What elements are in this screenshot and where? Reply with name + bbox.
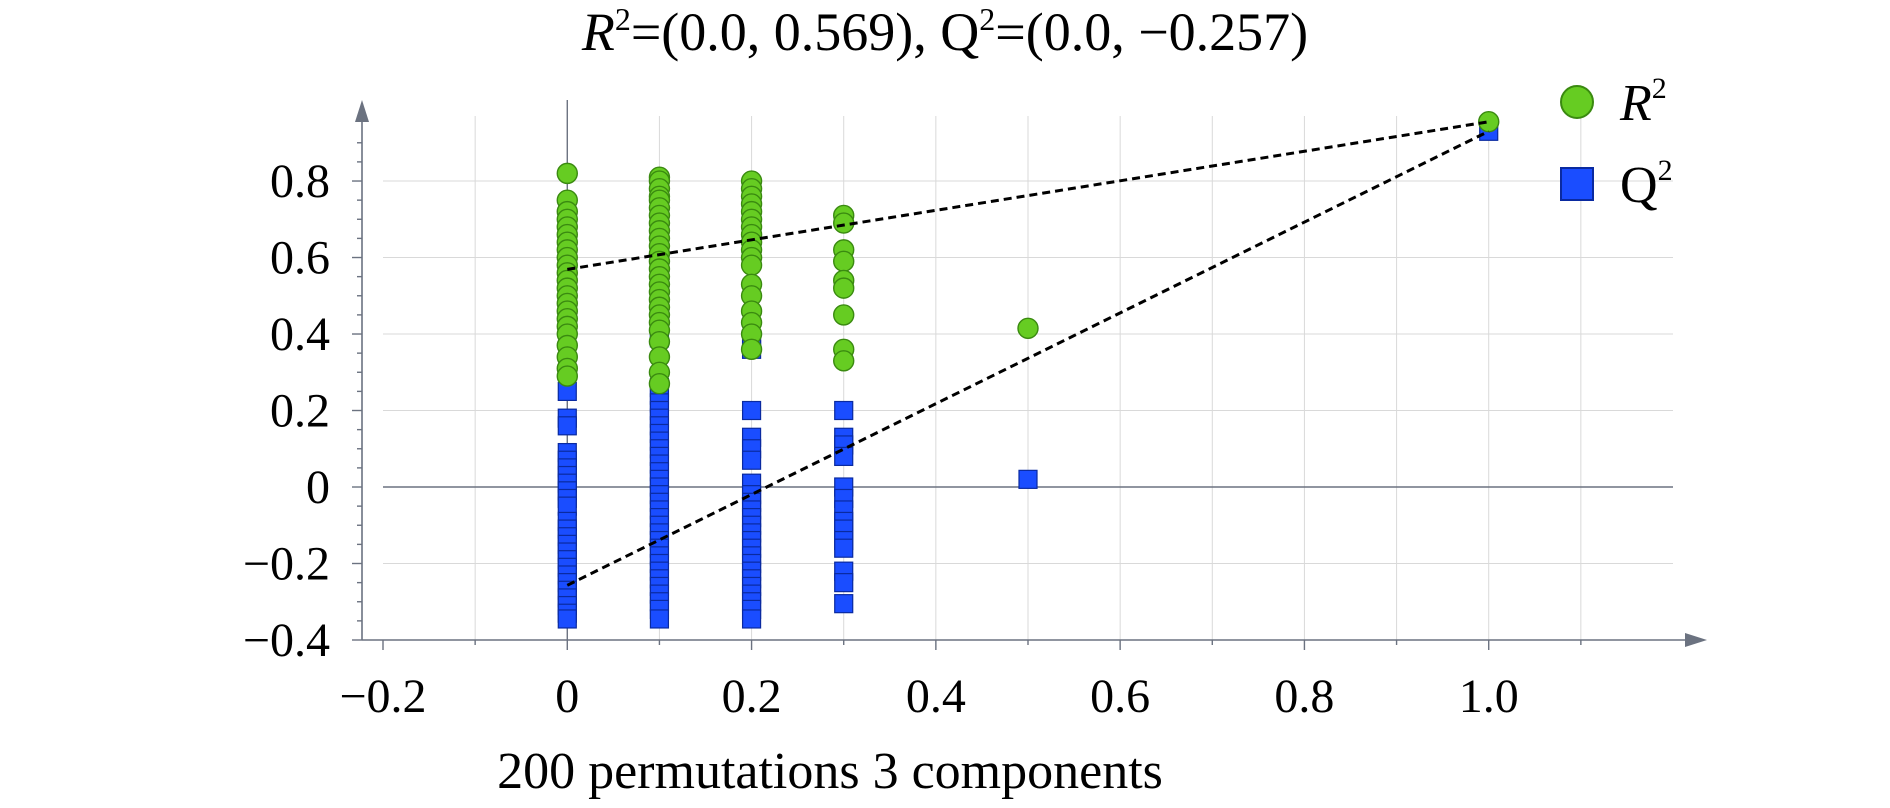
legend-r2-symbol: R bbox=[1619, 75, 1652, 132]
x-tick-label: 0.6 bbox=[1090, 670, 1150, 723]
grid-lines bbox=[383, 116, 1673, 640]
chart-title: R2=(0.0, 0.569), Q2=(0.0, −0.257) bbox=[581, 1, 1308, 62]
r2-point bbox=[648, 373, 671, 395]
x-tick-label: 0.4 bbox=[906, 670, 966, 723]
r2-point bbox=[833, 250, 855, 273]
data-points bbox=[556, 111, 1500, 629]
x-tick-label: 1.0 bbox=[1459, 670, 1519, 723]
q2-regression-line bbox=[566, 129, 1490, 587]
y-tick-label: −0.2 bbox=[243, 538, 330, 591]
q2-point bbox=[557, 416, 577, 436]
q2-point bbox=[741, 450, 762, 470]
q2-point bbox=[741, 609, 762, 629]
r2-point bbox=[833, 350, 855, 372]
legend-q2-symbol: Q bbox=[1620, 157, 1658, 214]
q2-point bbox=[1018, 469, 1038, 489]
x-tick-label: 0.2 bbox=[722, 670, 782, 723]
legend-q2-marker bbox=[1560, 167, 1594, 201]
title-q2-value: =(0.0, −0.257) bbox=[995, 2, 1308, 62]
y-axis-arrow bbox=[355, 100, 369, 122]
legend-item-r2: R2 bbox=[1560, 72, 1667, 132]
y-tick-label: 0.6 bbox=[270, 232, 330, 285]
y-tick-label: 0.2 bbox=[270, 385, 330, 438]
legend: R2 Q2 bbox=[1560, 72, 1673, 214]
r2-point bbox=[740, 254, 763, 276]
legend-q2-sup: 2 bbox=[1658, 154, 1673, 187]
legend-r2-sup: 2 bbox=[1652, 72, 1667, 105]
x-axis-label: 200 permutations 3 components bbox=[497, 743, 1163, 800]
q2-point bbox=[834, 400, 854, 421]
title-q2-symbol: Q bbox=[940, 2, 979, 62]
title-r2-value: =(0.0, 0.569), bbox=[631, 2, 940, 62]
y-tick-label: −0.4 bbox=[243, 614, 330, 667]
r2-point bbox=[833, 304, 855, 326]
q2-point bbox=[741, 400, 762, 421]
title-r2-sup: 2 bbox=[615, 1, 631, 37]
x-tick-label: 0.8 bbox=[1274, 670, 1334, 723]
r2-point bbox=[1017, 317, 1039, 339]
x-tick-label: 0 bbox=[555, 670, 579, 723]
r2-point bbox=[833, 277, 855, 299]
regression-lines bbox=[566, 120, 1490, 587]
q2-point bbox=[834, 594, 854, 614]
title-q2-sup: 2 bbox=[979, 1, 995, 37]
legend-r2-label: R2 bbox=[1619, 72, 1667, 132]
axes bbox=[352, 100, 1707, 650]
legend-q2-label: Q2 bbox=[1620, 154, 1673, 214]
y-tick-label: 0 bbox=[306, 461, 330, 514]
q2-point bbox=[649, 609, 670, 629]
q2-point bbox=[834, 446, 854, 467]
y-tick-label: 0.8 bbox=[270, 155, 330, 208]
q2-point bbox=[834, 538, 854, 558]
legend-r2-marker bbox=[1560, 85, 1594, 119]
x-tick-label: −0.2 bbox=[339, 670, 426, 723]
legend-item-q2: Q2 bbox=[1560, 154, 1673, 214]
q2-point bbox=[557, 609, 577, 629]
q2-point bbox=[834, 573, 854, 593]
y-tick-label: 0.4 bbox=[270, 308, 330, 361]
r2-point bbox=[740, 338, 763, 361]
r2-point bbox=[556, 162, 578, 185]
x-axis-arrow bbox=[1685, 633, 1707, 647]
tick-labels: −0.4−0.200.20.40.60.8−0.2 0 0.2 0.4 0.6 0.8 1.… bbox=[243, 155, 1519, 723]
r2-point bbox=[556, 365, 578, 387]
title-r2-symbol: R bbox=[581, 2, 615, 62]
